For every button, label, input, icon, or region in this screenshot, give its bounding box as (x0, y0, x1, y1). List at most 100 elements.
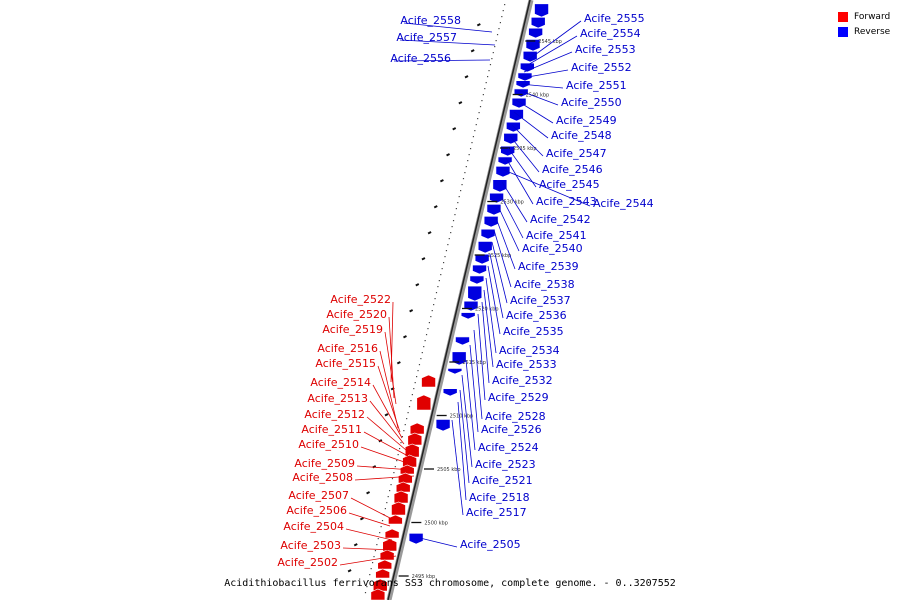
track-dot (438, 280, 440, 282)
reverse-leader-line (527, 20, 582, 61)
forward-leader-line (360, 446, 411, 465)
forward-swatch (838, 11, 848, 22)
forward-gene-label[interactable]: Acife_2508 (292, 471, 353, 484)
reverse-gene-label[interactable]: Acife_2539 (518, 260, 579, 273)
reverse-gene-label[interactable]: Acife_2552 (571, 61, 632, 74)
reverse-gene-label[interactable]: Acife_2549 (556, 114, 617, 127)
reverse-gene-label[interactable]: Acife_2553 (575, 43, 636, 56)
forward-leader-line (342, 547, 395, 551)
reverse-gene-label[interactable]: Acife_2547 (546, 147, 607, 160)
track-dot (428, 322, 430, 324)
track-dot (452, 220, 455, 222)
reverse-gene-label[interactable]: Acife_2521 (472, 474, 533, 487)
forward-gene-label[interactable]: Acife_2502 (277, 556, 338, 569)
reverse-gene-label[interactable]: Acife_2534 (499, 344, 560, 357)
reverse-gene-label[interactable]: Acife_2555 (584, 12, 645, 25)
scale-ticks: 2545 kbp 2540 kbp 2535 kbp 2530 kbp 2525 kbp… (398, 39, 562, 580)
reverse-gene-label[interactable]: Acife_2505 (460, 538, 521, 551)
reverse-gene (477, 241, 493, 254)
forward-gene-label[interactable]: Acife_2503 (280, 539, 341, 552)
reverse-gene-label[interactable]: Acife_2517 (466, 506, 527, 519)
track-dot (445, 250, 448, 252)
reverse-gene-label[interactable]: Acife_2546 (542, 163, 603, 176)
reverse-gene (474, 253, 490, 265)
reverse-gene-label[interactable]: Acife_2537 (510, 294, 571, 307)
reverse-gene (467, 285, 483, 302)
reverse-gene-label[interactable]: Acife_2545 (539, 178, 600, 191)
forward-gene (377, 559, 393, 570)
tick-label: 2505 kbp (437, 467, 461, 473)
forward-gene-label[interactable]: Acife_2516 (317, 342, 378, 355)
legend-item-forward[interactable]: Forward (838, 9, 890, 24)
forward-gene-label[interactable]: Acife_2510 (298, 438, 359, 451)
track-dot (397, 454, 399, 456)
reverse-gene-label[interactable]: Acife_2543 (536, 195, 597, 208)
track-dot (389, 490, 391, 492)
reverse-gene-label[interactable]: Acife_2550 (561, 96, 622, 109)
forward-gene-label[interactable]: Acife_2506 (286, 504, 347, 517)
forward-leader-line (354, 475, 415, 481)
reverse-gene (469, 275, 485, 285)
forward-gene-label[interactable]: Acife_2519 (322, 323, 383, 336)
forward-gene (395, 481, 411, 493)
reverse-gene-label[interactable]: Acife_2542 (530, 213, 591, 226)
reverse-gene-label[interactable]: Acife_2544 (593, 197, 654, 210)
forward-leader-line (377, 365, 401, 433)
reverse-gene-label[interactable]: Acife_2558 (400, 14, 461, 27)
track-dash (384, 413, 389, 417)
reverse-gene-label[interactable]: Acife_2536 (506, 309, 567, 322)
forward-gene-label[interactable]: Acife_2507 (288, 489, 349, 502)
legend-item-reverse[interactable]: Reverse (838, 24, 890, 39)
reverse-gene-label[interactable]: Acife_2518 (469, 491, 530, 504)
track-dot (411, 394, 413, 396)
reverse-gene-label[interactable]: Acife_2532 (492, 374, 553, 387)
reverse-gene-label[interactable]: Acife_2556 (390, 52, 451, 65)
track-dot (427, 328, 429, 330)
reverse-gene-label[interactable]: Acife_2554 (580, 27, 641, 40)
forward-gene (407, 432, 423, 446)
forward-gene-label[interactable]: Acife_2515 (315, 357, 376, 370)
reverse-leader-line (493, 229, 512, 288)
reverse-gene-label[interactable]: Acife_2538 (514, 278, 575, 291)
reverse-gene-label[interactable]: Acife_2529 (488, 391, 549, 404)
forward-gene-label[interactable]: Acife_2511 (301, 423, 362, 436)
reverse-gene-label[interactable]: Acife_2535 (503, 325, 564, 338)
track-dot (377, 538, 379, 540)
reverse-gene-label[interactable]: Acife_2524 (478, 441, 539, 454)
reverse-leader-line (399, 39, 496, 46)
reverse-gene-label[interactable]: Acife_2541 (526, 229, 587, 242)
forward-gene-label[interactable]: Acife_2514 (310, 376, 371, 389)
forward-gene (372, 578, 388, 592)
forward-gene-label[interactable]: Acife_2512 (304, 408, 365, 421)
reverse-gene (486, 204, 502, 216)
forward-gene-label[interactable]: Acife_2509 (294, 457, 355, 470)
track-dot (455, 208, 457, 210)
track-dot (396, 460, 398, 462)
track-dash (446, 153, 451, 157)
reverse-gene-label[interactable]: Acife_2548 (551, 129, 612, 142)
track-dot (479, 106, 482, 108)
reverse-leader-line (519, 83, 564, 89)
forward-gene (409, 422, 425, 435)
forward-gene-label[interactable]: Acife_2513 (307, 392, 368, 405)
track-dot (417, 370, 419, 372)
track-dot (407, 412, 409, 414)
reverse-gene-label[interactable]: Acife_2528 (485, 410, 546, 423)
reverse-gene-label[interactable]: Acife_2540 (522, 242, 583, 255)
forward-gene (382, 538, 398, 552)
reverse-gene-label[interactable]: Acife_2523 (475, 458, 536, 471)
reverse-gene (534, 3, 549, 18)
track-dot (462, 178, 465, 180)
forward-gene (393, 490, 409, 504)
forward-gene-label[interactable]: Acife_2504 (283, 520, 344, 533)
tick-label: 2545 kbp (538, 39, 562, 45)
forward-gene-label[interactable]: Acife_2522 (330, 293, 391, 306)
track-dot (379, 532, 381, 534)
reverse-gene-label[interactable]: Acife_2551 (566, 79, 627, 92)
reverse-gene-label[interactable]: Acife_2526 (481, 423, 542, 436)
forward-gene-label[interactable]: Acife_2520 (326, 308, 387, 321)
reverse-gene-label[interactable]: Acife_2557 (396, 31, 457, 44)
reverse-gene-label[interactable]: Acife_2533 (496, 358, 557, 371)
tick-label: 2515 kbp (462, 360, 486, 366)
track-dot (403, 430, 405, 432)
